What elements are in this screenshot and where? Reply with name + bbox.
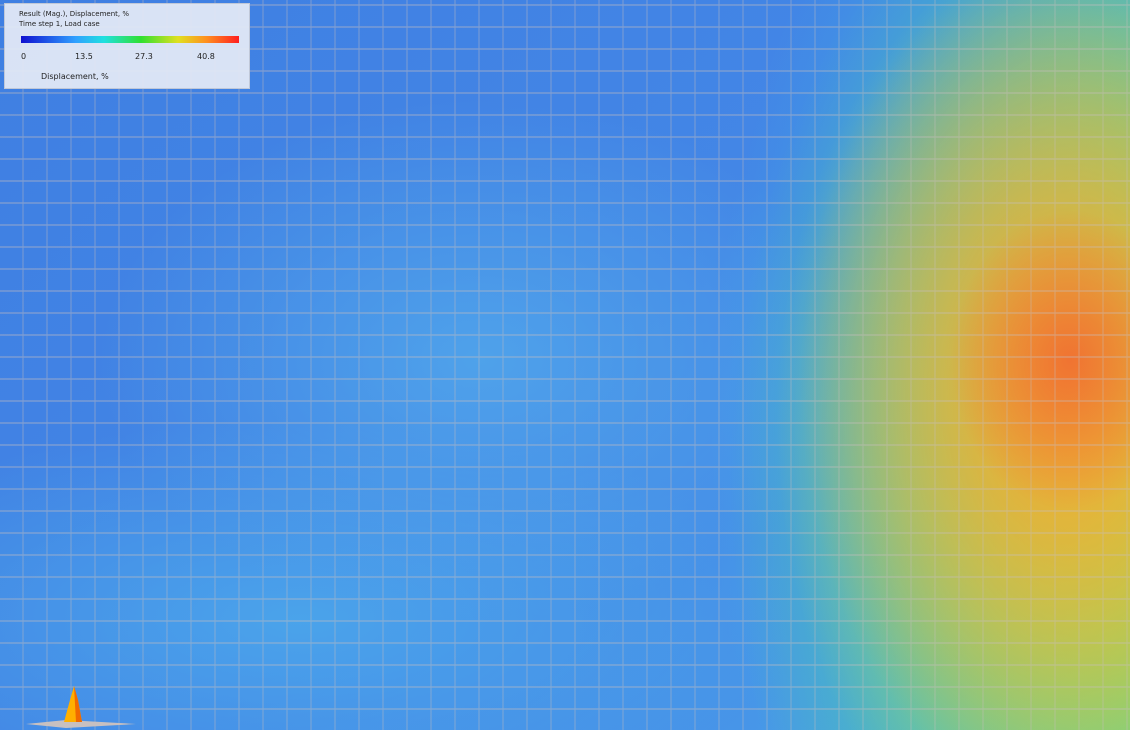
legend-title: Result (Mag.), Displacement, % (19, 10, 129, 18)
legend-tick: 0 (21, 52, 27, 61)
legend-tick: 27.3 (135, 52, 153, 61)
base-plate (26, 720, 136, 728)
cone-shadow (74, 686, 82, 722)
colorbar (21, 36, 239, 43)
legend-tick: 13.5 (75, 52, 93, 61)
legend-tick: 40.8 (197, 52, 215, 61)
legend-subtitle: Time step 1, Load case (19, 20, 100, 28)
color-legend: Result (Mag.), Displacement, % Time step… (4, 3, 250, 89)
legend-unit: Displacement, % (41, 72, 109, 81)
axis-triad-icon (26, 686, 136, 728)
